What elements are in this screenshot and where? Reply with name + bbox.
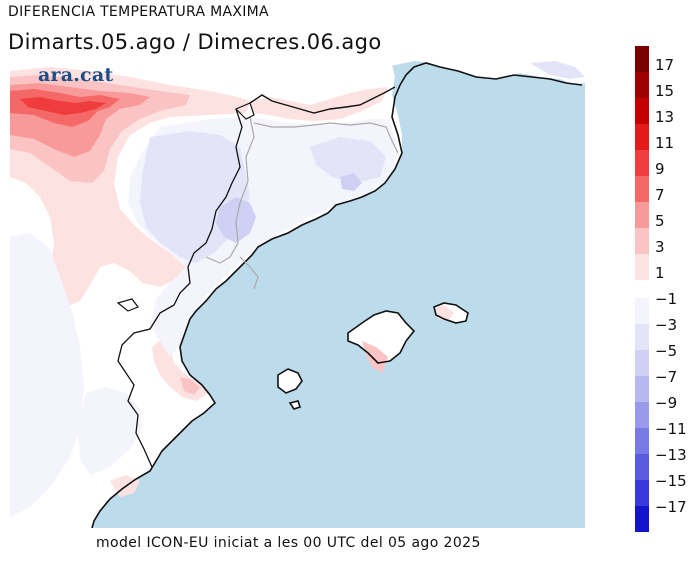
map-subtitle: Dimarts.05.ago / Dimecres.06.ago [8,30,382,54]
legend-swatch-pos-2 [635,98,649,124]
legend-label-neg-7: −15 [655,472,687,490]
mainland-coastline [91,62,583,528]
legend-label-neg-0: −1 [655,290,677,308]
legend-swatch-neg-1 [635,324,649,350]
aragon-catalonia-border [117,108,243,468]
legend-swatch-neg-8 [635,506,649,532]
france-spain-border [249,86,396,114]
ibiza-coastline [277,368,303,394]
legend-svg: 17 15 13 11 9 7 5 3 1 −1 −3 −5 −7 −9 −11 −13 −15 −17 [635,46,687,532]
anomaly-red-east-coast [180,377,200,395]
brand-logo: ara.cat [38,64,114,86]
anomaly-blue-3b [310,137,386,183]
legend-label-pos-8: 1 [655,264,665,282]
mallorca-coastline [347,310,416,364]
legend-swatch-pos-4 [635,150,649,176]
legend-label-pos-1: 15 [655,82,674,100]
inland-lake [116,298,139,312]
legend-label-neg-6: −13 [655,446,687,464]
legend-label-pos-5: 7 [655,186,665,204]
legend-swatch-pos-5 [635,176,649,202]
legend-label-pos-0: 17 [655,56,674,74]
anomaly-pink-mallorca [362,341,388,373]
legend-swatch-pos-1 [635,72,649,98]
legend-label-neg-1: −3 [655,316,677,334]
color-legend: 17 15 13 11 9 7 5 3 1 −1 −3 −5 −7 −9 −11 −13 −15 −17 [635,46,695,546]
legend-label-neg-2: −5 [655,342,677,360]
legend-swatch-neg-6 [635,454,649,480]
anomaly-blue-ne-corner [530,61,585,79]
legend-swatch-pos-8 [635,254,649,280]
legend-swatch-neg-0 [635,298,649,324]
formentera-coastline [288,400,302,410]
menorca-coastline [433,302,469,324]
legend-swatch-neg-2 [635,350,649,376]
legend-label-neg-5: −11 [655,420,687,438]
andorra-border [234,102,255,120]
legend-swatch-pos-7 [635,228,649,254]
legend-label-neg-3: −7 [655,368,677,386]
legend-label-neg-4: −9 [655,394,677,412]
legend-swatch-pos-0 [635,46,649,72]
ibiza-island [278,369,302,393]
legend-label-neg-8: −17 [655,498,687,516]
legend-label-pos-6: 5 [655,212,665,230]
legend-swatch-pos-3 [635,124,649,150]
legend-label-pos-7: 3 [655,238,665,256]
legend-swatch-neg-4 [635,402,649,428]
anomaly-blue-5b [340,173,362,191]
legend-label-pos-2: 13 [655,108,674,126]
legend-swatch-pos-6 [635,202,649,228]
land-area [10,57,585,85]
map-svg [10,57,585,528]
anomaly-blue-west [10,233,84,517]
legend-label-pos-4: 9 [655,160,665,178]
anomaly-pink-north-east [250,87,388,121]
regional-border-grey [205,116,399,290]
map-title: DIFERENCIA TEMPERATURA MAXIMA [8,4,269,20]
legend-swatch-neg-7 [635,480,649,506]
anomaly-red-9 [20,97,106,115]
legend-swatch-neg-3 [635,376,649,402]
legend-swatch-neg-5 [635,428,649,454]
anomaly-blue-south [78,387,142,475]
model-run-caption: model ICON-EU iniciat a les 00 UTC del 0… [96,535,481,551]
map-panel [10,57,585,528]
legend-label-pos-3: 11 [655,134,674,152]
